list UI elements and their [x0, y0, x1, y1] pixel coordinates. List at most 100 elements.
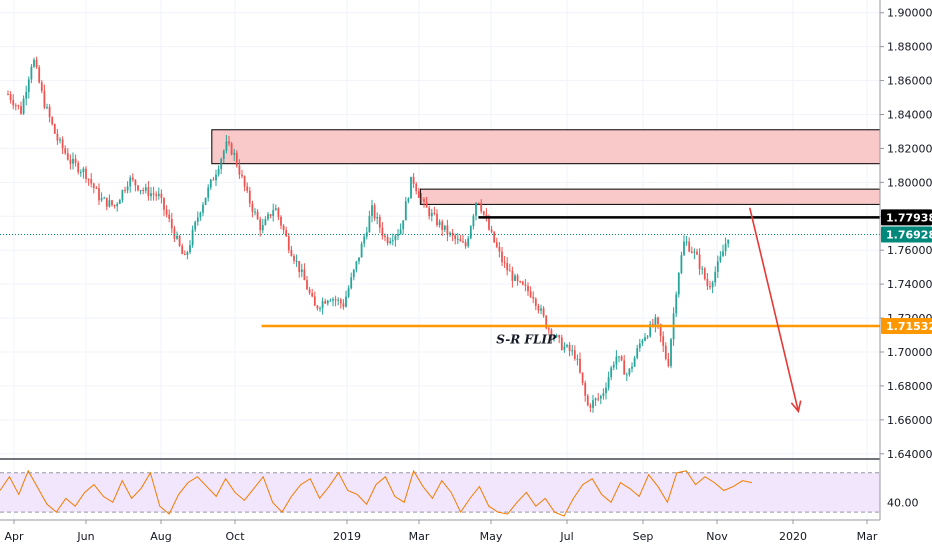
candle-body [511, 270, 514, 281]
candle-body [488, 218, 490, 230]
candle-body [456, 238, 459, 240]
candle-body [690, 251, 693, 253]
time-tick-label: 2020 [779, 530, 807, 543]
candle-body [337, 299, 340, 301]
candle-body [202, 204, 204, 213]
candle-body [688, 241, 691, 252]
time-tick-label: Jun [76, 530, 94, 543]
candle-body [35, 59, 38, 68]
candle-body [129, 177, 132, 187]
candle-body [131, 177, 134, 180]
candle-body [137, 185, 139, 191]
candle-body [602, 393, 605, 397]
candle-body [547, 328, 550, 330]
annotation-lines [0, 207, 880, 414]
candle-body [87, 178, 90, 180]
candle-body [176, 235, 178, 239]
candle-body [493, 231, 496, 243]
candle-body [654, 317, 657, 326]
price-badge-bg [881, 317, 932, 334]
candle-body [77, 162, 80, 173]
rsi-band [0, 472, 880, 513]
candle-body [472, 215, 475, 227]
candle-body [605, 387, 607, 394]
candle-body [230, 143, 233, 155]
candle-body [17, 105, 20, 107]
candle-body [698, 254, 701, 270]
candle-body [319, 308, 321, 310]
price-badge-label: 1.76928 [886, 228, 932, 241]
candle-body [402, 220, 405, 230]
candle-body [48, 106, 51, 118]
candle-body [417, 191, 420, 198]
price-badges: 1.77938 1.76928 1.71532 [881, 209, 932, 334]
candle-body [506, 263, 509, 271]
price-badge-label: 1.77938 [886, 211, 932, 224]
candle-body [373, 205, 376, 219]
candle-body [287, 236, 290, 251]
candle-body [267, 214, 269, 220]
price-tick-label: 1.84000 [887, 109, 932, 122]
candle-body [259, 219, 262, 231]
candle-body [563, 346, 566, 350]
candle-body [716, 261, 719, 272]
candle-body [495, 242, 498, 247]
resistance-zone-lower [419, 188, 881, 205]
candle-body [228, 141, 230, 144]
candle-body [248, 190, 251, 204]
candle-body [646, 336, 649, 338]
candle-body [173, 228, 176, 239]
grid [0, 0, 880, 520]
candle-body [233, 152, 236, 155]
candle-body [555, 335, 558, 337]
candle-body [113, 204, 116, 207]
price-tick-label: 1.74000 [887, 278, 932, 291]
candle-body [345, 296, 347, 307]
candle-body [178, 235, 181, 246]
candle-body [303, 269, 306, 281]
candle-body [459, 238, 462, 242]
price-badge: 1.71532 [881, 317, 932, 334]
candle-body [186, 252, 189, 255]
candle-body [558, 335, 561, 338]
candle-body [404, 201, 407, 221]
candle-body [412, 176, 415, 184]
candle-body [51, 117, 54, 125]
candle-body [607, 377, 610, 388]
candle-body [142, 190, 145, 192]
candle-body [43, 90, 46, 108]
candle-body [657, 317, 659, 325]
candle-body [529, 291, 532, 297]
candle-body [644, 337, 646, 341]
candle-body [329, 300, 332, 302]
candle-body [92, 183, 95, 188]
candle-body [243, 176, 246, 187]
candle-body [384, 235, 386, 237]
candle-body [581, 372, 584, 383]
candle-body [724, 243, 727, 252]
price-badge-bg [881, 209, 932, 226]
candle-body [40, 82, 43, 91]
candle-body [7, 94, 9, 96]
candle-body [298, 260, 301, 273]
candle-body [586, 395, 589, 406]
candle-body [623, 360, 626, 375]
candle-body [144, 187, 147, 191]
candle-body [571, 350, 574, 352]
candle-body [680, 255, 683, 273]
price-tick-label: 1.64000 [887, 448, 932, 461]
candle-body [498, 246, 501, 252]
candle-body [524, 284, 527, 286]
candle-body [235, 152, 238, 166]
candle-body [155, 194, 158, 196]
candle-body [423, 199, 425, 202]
price-tick-label: 1.82000 [887, 142, 932, 155]
candle-body [501, 251, 503, 263]
candle-body [306, 280, 308, 290]
candle-body [241, 174, 243, 177]
candle-body [181, 245, 184, 255]
time-tick-label: Mar [857, 530, 878, 543]
candle-body [33, 59, 35, 67]
candle-body [207, 187, 210, 198]
